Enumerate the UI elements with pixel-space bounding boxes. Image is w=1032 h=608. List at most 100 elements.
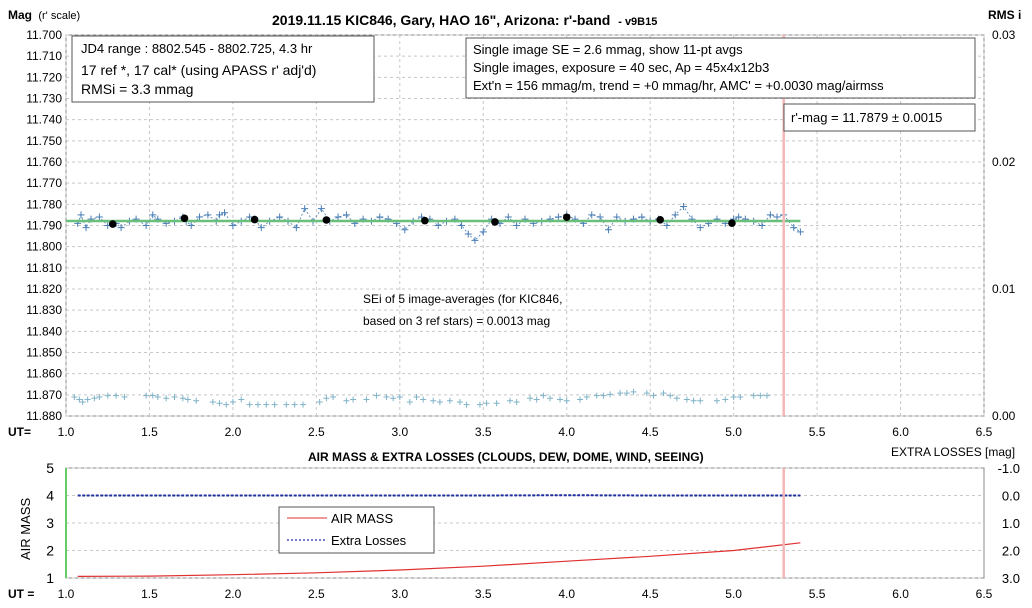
rms-point	[283, 401, 290, 408]
rms-point	[300, 401, 307, 408]
y2-tick-label: 0.03	[992, 28, 1016, 42]
rms-point	[316, 399, 323, 406]
rms-point	[323, 395, 330, 402]
rms-point	[476, 401, 483, 408]
sei-box: SEi of 5 image-averages (for KIC846, bas…	[363, 292, 562, 328]
airmass-grid: 1.0 1.5 2.0 2.5 3.0 3.5 4.0 4.5 5.0 5.5 6.0 6.5 5 4 3 2…	[46, 460, 1020, 601]
y-axis-label: Mag (r' scale)	[8, 8, 80, 22]
rms-point	[413, 393, 420, 400]
x-tick-label-bottom: 1.0	[58, 587, 75, 601]
single-image-point	[292, 224, 300, 232]
rms-point	[291, 401, 298, 408]
rms-point	[343, 397, 350, 404]
rms-point	[456, 399, 463, 406]
rms-point	[216, 400, 223, 407]
single-image-point	[149, 211, 157, 219]
y2-axis-label: RMS i	[988, 8, 1021, 22]
x-axis-label-bottom: UT =	[8, 587, 34, 601]
single-image-point	[187, 222, 195, 229]
y-tick-label: 11.700	[26, 28, 62, 42]
y-tick-label-bottom: 3	[46, 515, 54, 531]
y-tick-label: 11.780	[26, 197, 62, 211]
y2-tick-label: 0.01	[992, 282, 1016, 296]
x-tick-label-bottom: 4.5	[642, 587, 659, 601]
average-point	[322, 216, 331, 224]
rms-point	[667, 392, 674, 399]
airmass-title: AIR MASS & EXTRA LOSSES (CLOUDS, DEW, DO…	[308, 450, 704, 464]
y2-tick-label-bottom: 1.0	[1002, 516, 1020, 531]
y-tick-label: 11.810	[26, 261, 62, 275]
x-tick-label-bottom: 2.0	[225, 587, 242, 601]
y-tick-label: 11.730	[26, 92, 62, 106]
single-image-point	[758, 222, 766, 229]
y-tick-label-bottom: 4	[46, 488, 54, 504]
single-image-point	[376, 213, 384, 221]
chart-title: 2019.11.15 KIC846, Gary, HAO 16", Arizon…	[272, 12, 657, 28]
rms-point	[383, 393, 390, 400]
sei-line2: based on 3 ref stars) = 0.0013 mag	[363, 314, 550, 328]
rms-point	[238, 396, 245, 403]
x-tick-label: 6.5	[976, 425, 993, 439]
single-image-point	[458, 222, 466, 229]
single-image-point	[638, 213, 646, 221]
y-tick-label: 11.740	[26, 113, 62, 127]
rms-point	[271, 401, 278, 408]
single-image-point	[680, 202, 688, 210]
y-tick-label: 11.750	[26, 134, 62, 148]
rms-point	[650, 392, 657, 399]
rms-point	[84, 396, 91, 403]
single-image-point	[671, 211, 679, 219]
airmass-axis-label: AIR MASS	[18, 498, 33, 560]
x-tick-label-bottom: 1.5	[141, 587, 158, 601]
single-image-point	[790, 224, 798, 232]
rms-point	[163, 395, 170, 402]
single-image-point	[613, 213, 621, 221]
y2-tick-label-bottom: -1.0	[998, 461, 1020, 476]
rms-point	[690, 397, 697, 404]
rms-point	[96, 393, 103, 400]
rms-point	[533, 396, 540, 403]
single-image-point	[301, 205, 309, 213]
x-tick-label-bottom: 3.5	[475, 587, 492, 601]
single-image-point	[276, 213, 284, 221]
rms-point	[683, 396, 690, 403]
y-tick-label: 11.710	[26, 49, 62, 63]
x-tick-label: 1.5	[141, 425, 158, 439]
y-tick-label-bottom: 5	[46, 460, 54, 476]
single-image-point	[663, 222, 671, 229]
average-point	[421, 216, 429, 225]
rms-point	[149, 392, 156, 399]
single-image-point	[229, 222, 237, 229]
y-tick-label: 11.790	[26, 219, 62, 233]
average-series	[108, 213, 736, 228]
rms-point	[600, 392, 607, 399]
single-image-point	[317, 205, 325, 213]
single-image-point	[604, 226, 612, 234]
average-point	[728, 219, 736, 227]
rms-point	[577, 396, 584, 403]
se-line3: Ext'n = 156 mmag/m, trend = +0 mmag/hr, …	[473, 78, 884, 93]
rms-series	[71, 388, 771, 408]
legend-airmass-label: AIR MASS	[331, 511, 393, 526]
rms-point	[436, 399, 443, 406]
single-image-point	[471, 236, 479, 244]
rms-point	[223, 401, 230, 408]
y2-axis-label-bottom: EXTRA LOSSES [mag]	[891, 445, 1015, 459]
rms-point	[143, 392, 150, 399]
airmass-series	[77, 542, 801, 577]
single-image-point	[479, 228, 487, 236]
rms-point	[513, 399, 520, 406]
single-image-point	[77, 211, 85, 219]
rms-point	[764, 392, 771, 399]
rmag-text: r'-mag = 11.7879 ± 0.0015	[791, 110, 942, 125]
single-image-point	[342, 211, 350, 219]
single-image-point	[95, 213, 103, 221]
rms-point	[209, 399, 216, 406]
single-image-point	[588, 211, 596, 219]
average-point	[108, 220, 117, 228]
se-line1: Single image SE = 2.6 mmag, show 11-pt a…	[473, 42, 743, 57]
rms-point	[229, 399, 236, 406]
single-image-point	[204, 211, 212, 219]
single-image-point	[434, 222, 442, 229]
